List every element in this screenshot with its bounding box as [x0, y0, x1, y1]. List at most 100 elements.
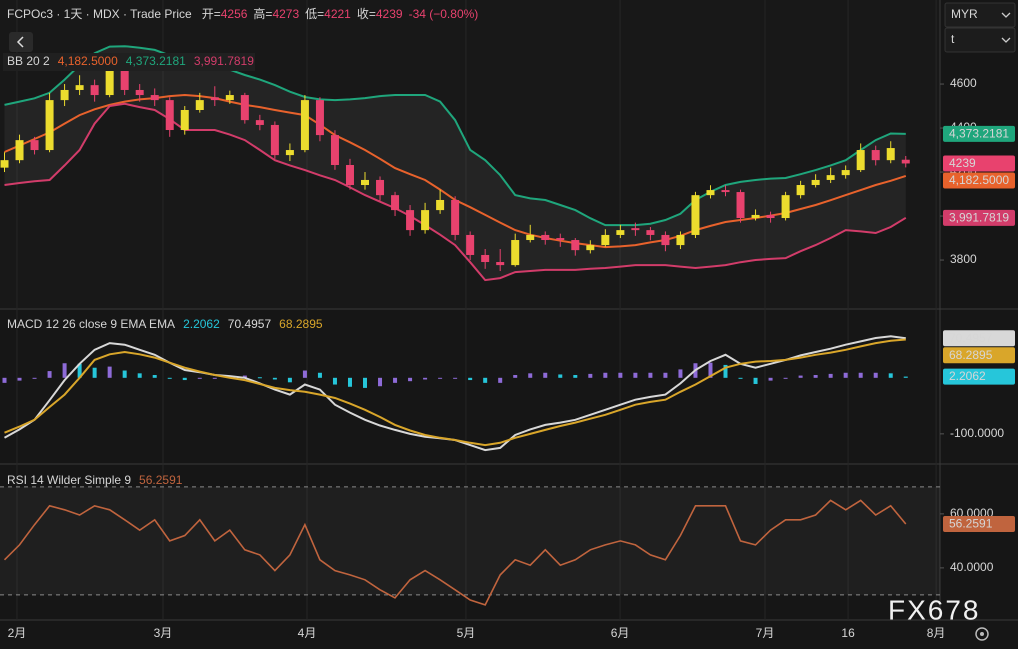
value-tag — [943, 172, 1015, 189]
histogram-bar — [588, 373, 593, 378]
legend-text: 开= — [202, 7, 221, 21]
candle-body — [901, 159, 910, 164]
histogram-bar — [77, 363, 82, 378]
band-fill — [0, 486, 940, 595]
x-tick-label: 6月 — [611, 626, 630, 640]
currency-dropdown[interactable] — [944, 2, 1016, 28]
candle-body — [601, 234, 610, 246]
histogram-bar — [453, 377, 458, 379]
histogram-bar — [287, 377, 292, 383]
histogram-bar — [633, 372, 638, 378]
legend-text: 收= — [357, 7, 376, 21]
histogram-bar — [858, 372, 863, 378]
legend-text: 68.2895 — [279, 317, 323, 331]
candle-body — [436, 199, 445, 211]
legend-text: 4256 — [221, 7, 248, 21]
histogram-bar — [678, 369, 683, 378]
candle-body — [210, 97, 219, 101]
legend-text: 2.2062 — [183, 317, 220, 331]
bollinger-line — [4, 45, 906, 227]
histogram-bar — [272, 377, 277, 380]
candle-body — [361, 179, 370, 186]
value-tag — [943, 368, 1015, 385]
x-tick-label: 4月 — [298, 626, 317, 640]
histogram-bar — [738, 377, 743, 379]
candle-body — [541, 234, 550, 241]
y-tick-label: -100.0000 — [950, 426, 1004, 440]
histogram-bar — [813, 375, 818, 378]
histogram-bar — [828, 373, 833, 378]
value-tag-label: 3,991.7819 — [949, 211, 1009, 225]
histogram-bar — [528, 373, 533, 378]
candle-body — [796, 185, 805, 196]
candle-body — [856, 150, 865, 171]
value-tag-label: 4,373.2181 — [949, 127, 1009, 141]
legend-text: 4221 — [324, 7, 351, 21]
histogram-bar — [603, 372, 608, 378]
candle-body — [781, 195, 790, 219]
candle-body — [511, 240, 520, 266]
legend-text: MACD 12 26 close 9 EMA EMA — [7, 317, 175, 331]
band-fill — [4, 46, 906, 281]
histogram-bar — [393, 377, 398, 383]
histogram-bar — [888, 373, 893, 378]
histogram-bar — [92, 367, 97, 378]
x-tick-label: 2月 — [8, 626, 27, 640]
candle-body — [285, 150, 294, 156]
histogram-bar — [107, 366, 112, 378]
candle-body — [466, 234, 475, 255]
x-tick-label: 3月 — [154, 626, 173, 640]
back-button[interactable] — [9, 32, 33, 52]
candle-body — [526, 234, 535, 241]
candle-body — [886, 148, 895, 161]
histogram-bar — [137, 373, 142, 378]
candle-body — [240, 95, 249, 121]
unit-dropdown[interactable] — [944, 27, 1016, 53]
y-tick-label: 3800 — [950, 252, 977, 266]
value-tag-label: 56.2591 — [949, 517, 993, 531]
legend-text: 4,182.5000 — [58, 54, 118, 68]
histogram-bar — [648, 372, 653, 378]
histogram-bar — [708, 362, 713, 378]
legend-text: 56.2591 — [139, 473, 183, 487]
back-icon — [16, 36, 24, 48]
candle-body — [751, 214, 760, 219]
histogram-bar — [618, 372, 623, 378]
histogram-bar — [408, 377, 413, 382]
candle-body — [811, 179, 820, 186]
settings-button[interactable] — [975, 627, 989, 641]
candle-body — [616, 230, 625, 235]
legend-text: 3,991.7819 — [194, 54, 254, 68]
histogram-bar — [2, 377, 7, 383]
legend: MACD 12 26 close 9 EMA EMA 2.2062 70.4957 6… — [7, 317, 323, 331]
y-tick-label: 4600 — [950, 76, 977, 90]
candle-body — [330, 135, 339, 165]
candle-body — [556, 238, 565, 241]
histogram-bar — [498, 377, 503, 383]
candle-body — [496, 262, 505, 266]
candle-body — [391, 195, 400, 211]
histogram-bar — [152, 375, 157, 378]
candle-body — [376, 179, 385, 196]
candle-body — [345, 165, 354, 186]
legend-text: 高= — [253, 6, 272, 21]
candle-body — [180, 110, 189, 131]
value-tag — [943, 209, 1015, 226]
candle-body — [30, 140, 39, 151]
legend-text: BB 20 2 — [7, 54, 50, 68]
chevron — [1001, 12, 1011, 18]
histogram-bar — [843, 372, 848, 378]
watermark: FX678 — [888, 594, 981, 625]
histogram-bar — [122, 370, 127, 378]
candle-body — [676, 234, 685, 246]
legend-text: 70.4957 — [228, 317, 272, 331]
x-tick-label: 5月 — [457, 626, 476, 640]
candle-body — [150, 95, 159, 101]
value-tag-label: 2.2062 — [949, 369, 986, 383]
candle-body — [766, 214, 775, 219]
candle-body — [841, 170, 850, 176]
histogram-bar — [167, 377, 172, 379]
candle-body — [706, 190, 715, 196]
